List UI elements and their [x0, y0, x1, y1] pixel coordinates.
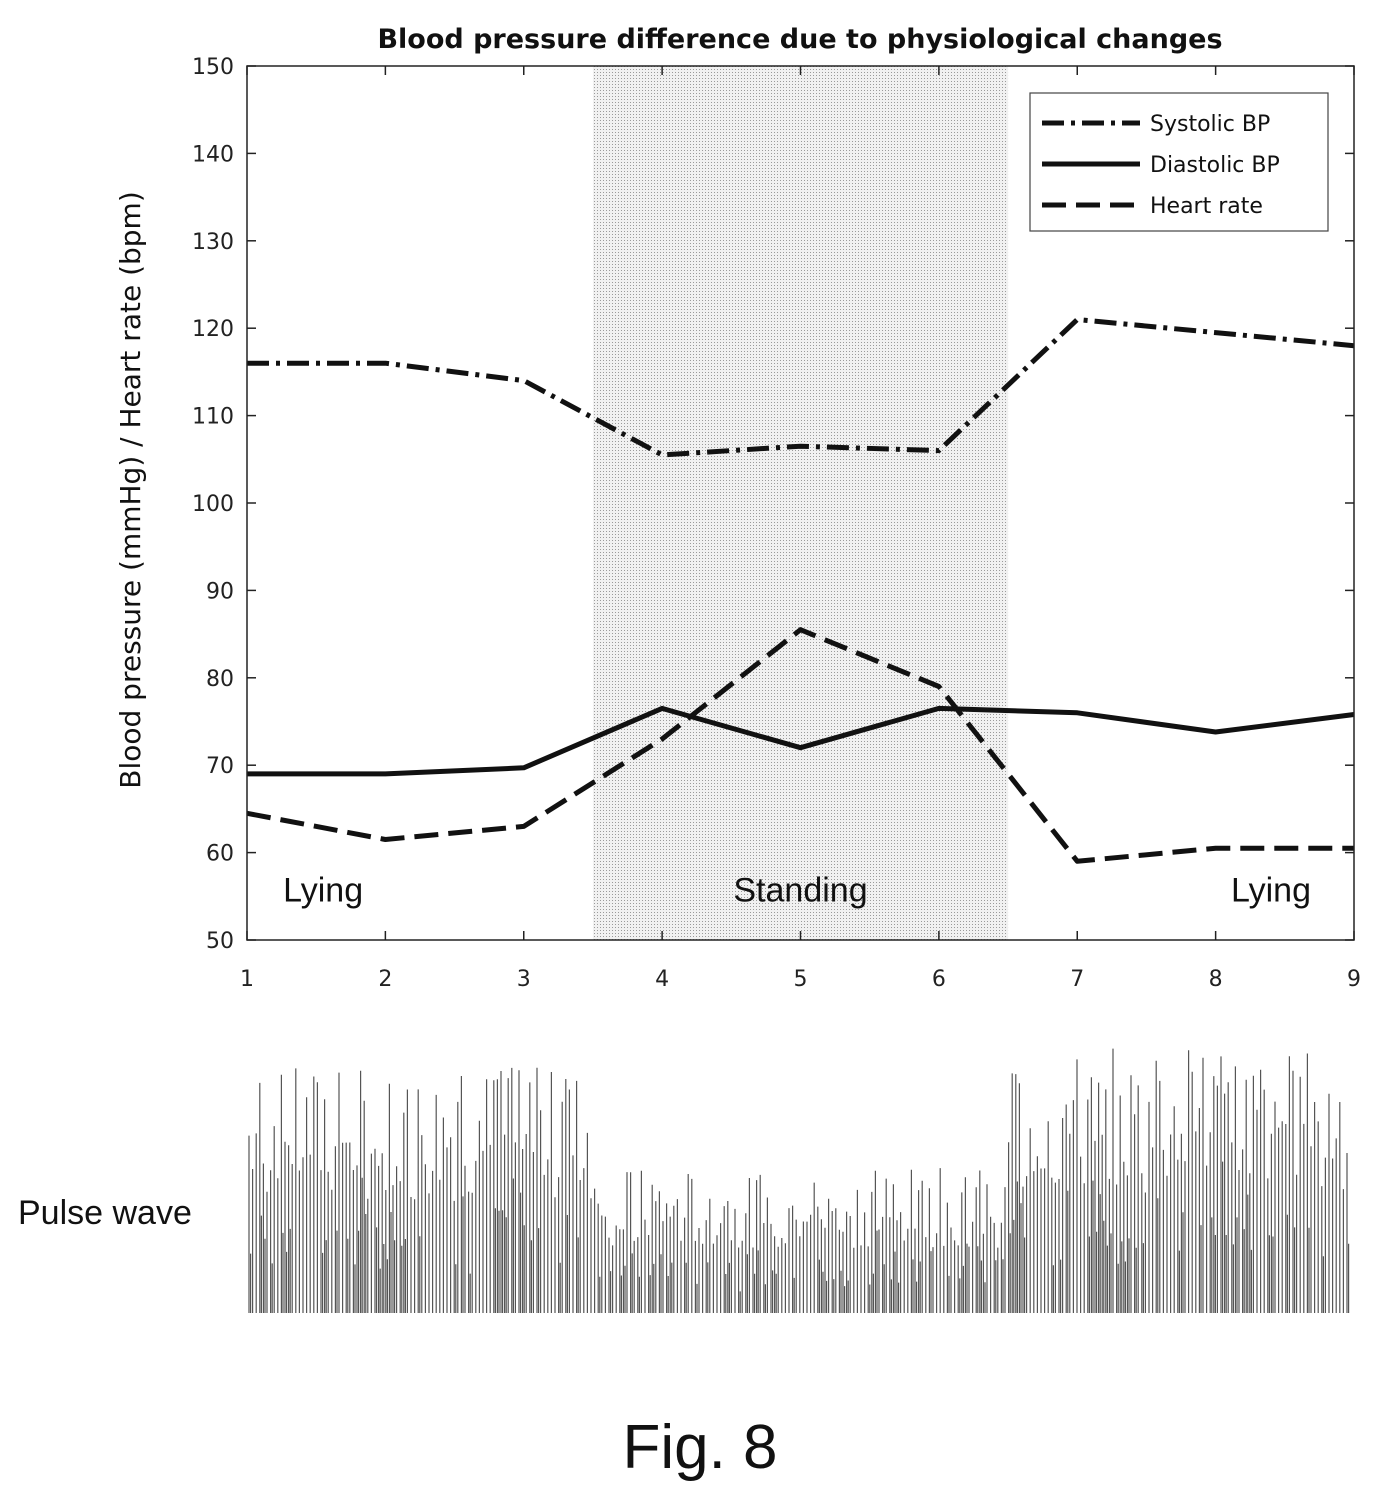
x-tick-label: 2 [378, 967, 392, 992]
legend-label-heart-rate: Heart rate [1150, 194, 1263, 219]
y-tick-label: 130 [192, 230, 234, 255]
y-tick-label: 100 [192, 492, 234, 517]
legend-label-diastolic: Diastolic BP [1150, 153, 1280, 178]
x-tick-label: 6 [932, 967, 946, 992]
y-tick-label: 70 [206, 754, 234, 779]
y-tick-label: 150 [192, 55, 234, 80]
x-tick-label: 7 [1070, 967, 1084, 992]
y-axis-label: Blood pressure (mmHg) / Heart rate (bpm) [114, 191, 147, 789]
y-tick-label: 120 [192, 317, 234, 342]
x-tick-label: 1 [240, 967, 254, 992]
standing-shaded-region [592, 66, 1009, 940]
y-tick-label: 50 [206, 929, 234, 954]
legend-label-systolic: Systolic BP [1150, 112, 1270, 137]
pulse-wave-label: Pulse wave [18, 1194, 192, 1232]
region-label-lying-left: Lying [283, 872, 363, 910]
axis-ticks: 50 60 70 80 90 100 110 120 130 140 150 1 2 3 4 5 6 7 8 9 [192, 55, 1361, 992]
figure-caption: Fig. 8 [622, 1413, 777, 1482]
y-tick-label: 80 [206, 667, 234, 692]
y-tick-label: 60 [206, 842, 234, 867]
y-tick-label: 110 [192, 405, 234, 430]
legend: Systolic BP Diastolic BP Heart rate [1029, 92, 1329, 232]
bp-chart: 50 60 70 80 90 100 110 120 130 140 150 1 2 3 4 5 6 7 8 9 Bl… [114, 24, 1361, 992]
x-tick-label: 9 [1347, 967, 1361, 992]
x-tick-label: 4 [655, 967, 669, 992]
y-tick-label: 90 [206, 579, 234, 604]
x-tick-label: 8 [1209, 967, 1223, 992]
pulse-wave-trace [248, 1048, 1350, 1313]
y-tick-label: 140 [192, 142, 234, 167]
chart-title: Blood pressure difference due to physiol… [377, 24, 1222, 55]
series-lines [246, 317, 1355, 864]
region-label-standing: Standing [733, 872, 867, 910]
pulse-wave-spikes [248, 1048, 1350, 1313]
region-label-lying-right: Lying [1231, 872, 1311, 910]
x-tick-label: 3 [517, 967, 531, 992]
x-tick-label: 5 [794, 967, 808, 992]
